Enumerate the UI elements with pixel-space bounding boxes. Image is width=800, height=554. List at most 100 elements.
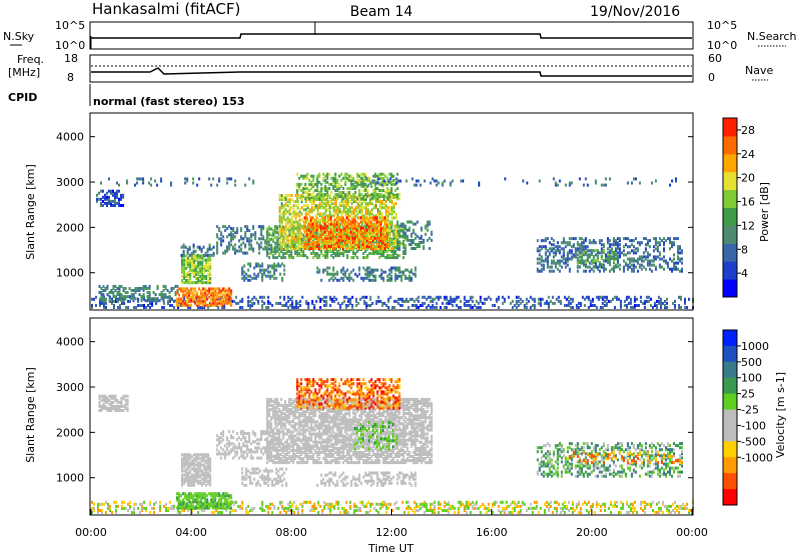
range-cell bbox=[390, 172, 393, 176]
range-cell bbox=[425, 306, 428, 309]
range-cell bbox=[108, 291, 111, 294]
range-cell bbox=[259, 268, 262, 272]
range-cell bbox=[338, 187, 341, 190]
range-cell bbox=[162, 295, 165, 299]
range-cell bbox=[333, 232, 336, 236]
range-cell bbox=[632, 251, 635, 255]
range-cell bbox=[330, 224, 333, 228]
range-cell bbox=[305, 228, 308, 232]
range-cell bbox=[633, 299, 636, 303]
range-cell bbox=[324, 193, 327, 197]
range-cell bbox=[344, 172, 347, 176]
range-cell bbox=[187, 306, 190, 309]
range-cell bbox=[674, 304, 676, 307]
range-cell bbox=[362, 230, 364, 234]
range-cell bbox=[272, 233, 275, 237]
power-colorbar-swatch bbox=[723, 153, 737, 173]
range-cell bbox=[234, 247, 237, 251]
range-cell bbox=[331, 240, 334, 244]
range-cell bbox=[306, 176, 309, 180]
range-cell bbox=[306, 198, 309, 202]
range-cell bbox=[273, 262, 276, 266]
range-cell bbox=[329, 216, 332, 220]
range-cell bbox=[309, 218, 312, 222]
range-cell bbox=[622, 253, 625, 257]
range-cell bbox=[546, 263, 549, 267]
range-cell bbox=[336, 187, 339, 190]
range-cell bbox=[597, 295, 600, 299]
range-cell bbox=[384, 216, 386, 220]
range-cell bbox=[288, 230, 291, 234]
range-cell bbox=[170, 183, 173, 187]
range-cell bbox=[316, 184, 319, 188]
range-cell bbox=[588, 239, 591, 243]
range-cell bbox=[100, 201, 102, 205]
range-cell bbox=[339, 304, 342, 307]
range-cell bbox=[625, 295, 628, 299]
range-cell bbox=[588, 253, 591, 257]
range-cell bbox=[229, 511, 232, 514]
range-cell bbox=[251, 276, 254, 280]
range-cell bbox=[326, 202, 329, 206]
range-cell bbox=[298, 218, 301, 222]
range-cell bbox=[612, 269, 615, 273]
range-cell bbox=[302, 240, 305, 244]
range-cell bbox=[630, 269, 633, 273]
range-cell bbox=[292, 245, 295, 248]
range-cell bbox=[204, 299, 207, 303]
range-cell bbox=[559, 301, 562, 305]
range-cell bbox=[507, 295, 510, 299]
range-cell bbox=[669, 183, 671, 187]
range-cell bbox=[593, 304, 596, 307]
range-cell bbox=[304, 238, 307, 242]
range-cell bbox=[300, 245, 303, 248]
range-cell bbox=[197, 511, 200, 514]
range-cell bbox=[478, 183, 481, 187]
range-cell bbox=[673, 265, 675, 269]
range-cell bbox=[667, 261, 669, 265]
range-cell bbox=[617, 297, 620, 301]
range-cell bbox=[578, 247, 581, 251]
range-cell bbox=[205, 266, 208, 270]
range-cell bbox=[137, 297, 140, 301]
range-cell bbox=[384, 256, 387, 260]
range-cell bbox=[391, 206, 393, 210]
range-cell bbox=[309, 243, 312, 246]
range-cell bbox=[268, 247, 271, 251]
range-cell bbox=[115, 299, 117, 303]
range-cell bbox=[313, 240, 316, 244]
range-cell bbox=[661, 301, 664, 305]
range-cell bbox=[612, 265, 615, 269]
range-cell bbox=[354, 200, 357, 204]
range-cell bbox=[218, 291, 221, 295]
range-cell bbox=[324, 174, 327, 178]
range-cell bbox=[342, 276, 345, 280]
range-cell bbox=[304, 176, 307, 180]
range-cell bbox=[309, 224, 312, 228]
range-cell bbox=[263, 301, 266, 305]
range-cell bbox=[284, 256, 287, 260]
range-cell bbox=[184, 287, 187, 291]
range-cell bbox=[335, 228, 338, 232]
range-cell bbox=[152, 299, 155, 303]
range-cell bbox=[410, 232, 413, 236]
range-cell bbox=[282, 230, 285, 234]
range-cell bbox=[362, 243, 364, 246]
range-cell bbox=[216, 247, 219, 251]
range-cell bbox=[108, 299, 111, 303]
range-cell bbox=[181, 260, 184, 264]
range-cell bbox=[390, 278, 393, 282]
range-cell bbox=[262, 227, 265, 231]
range-cell bbox=[178, 303, 181, 307]
range-cell bbox=[330, 176, 333, 180]
range-cell bbox=[306, 256, 309, 260]
range-cell bbox=[414, 247, 417, 250]
range-cell bbox=[366, 256, 369, 260]
range-cell bbox=[401, 304, 404, 307]
range-cell bbox=[544, 253, 547, 257]
range-cell bbox=[143, 506, 146, 510]
range-cell bbox=[256, 241, 259, 245]
range-cell bbox=[311, 506, 314, 510]
range-cell bbox=[377, 200, 379, 204]
range-cell bbox=[342, 272, 345, 276]
